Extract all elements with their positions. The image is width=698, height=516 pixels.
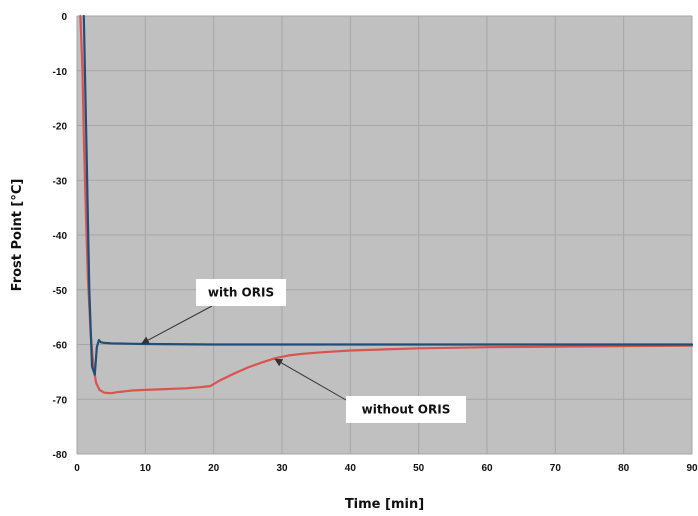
y-tick-label: -20 xyxy=(53,122,68,133)
annotation-arrow xyxy=(141,305,213,344)
annotations: with ORIS without ORIS xyxy=(141,279,466,423)
x-tick-label: 30 xyxy=(276,463,288,474)
y-tick-label: -10 xyxy=(53,67,68,78)
y-tick-label: -40 xyxy=(53,231,68,242)
annotation-label: without ORIS xyxy=(362,403,451,417)
y-tick-label: -70 xyxy=(53,395,68,406)
x-tick-label: 80 xyxy=(618,463,630,474)
x-tick-label: 40 xyxy=(345,463,357,474)
y-tick-label: -80 xyxy=(53,450,68,461)
x-axis-title: Time [min] xyxy=(345,497,424,512)
x-tick-label: 70 xyxy=(550,463,562,474)
y-tick-label: -60 xyxy=(53,341,68,352)
y-axis-title: Frost Point [°C] xyxy=(10,179,25,292)
annotation-callout: without ORIS xyxy=(274,358,466,423)
x-tick-label: 50 xyxy=(413,463,425,474)
series-lines xyxy=(79,14,694,395)
y-tick-label: 0 xyxy=(61,12,67,23)
grid-lines xyxy=(76,15,693,455)
y-tick-label: -50 xyxy=(53,286,68,297)
annotation-label: with ORIS xyxy=(208,286,274,300)
x-tick-label: 90 xyxy=(686,463,698,474)
x-tick-label: 10 xyxy=(140,463,152,474)
annotation-box xyxy=(346,396,466,423)
y-tick-label: -30 xyxy=(53,176,68,187)
annotation-callout: with ORIS xyxy=(141,279,286,344)
tick-labels: 0 10 20 30 40 50 60 70 80 90 0 -10 -20 -30 -40 -50 -60 -7… xyxy=(53,12,698,474)
annotation-box xyxy=(196,279,286,306)
annotation-arrow xyxy=(274,358,347,401)
x-tick-label: 20 xyxy=(208,463,220,474)
series-line-1 xyxy=(82,14,694,376)
x-tick-label: 0 xyxy=(74,463,80,474)
x-tick-label: 60 xyxy=(481,463,493,474)
